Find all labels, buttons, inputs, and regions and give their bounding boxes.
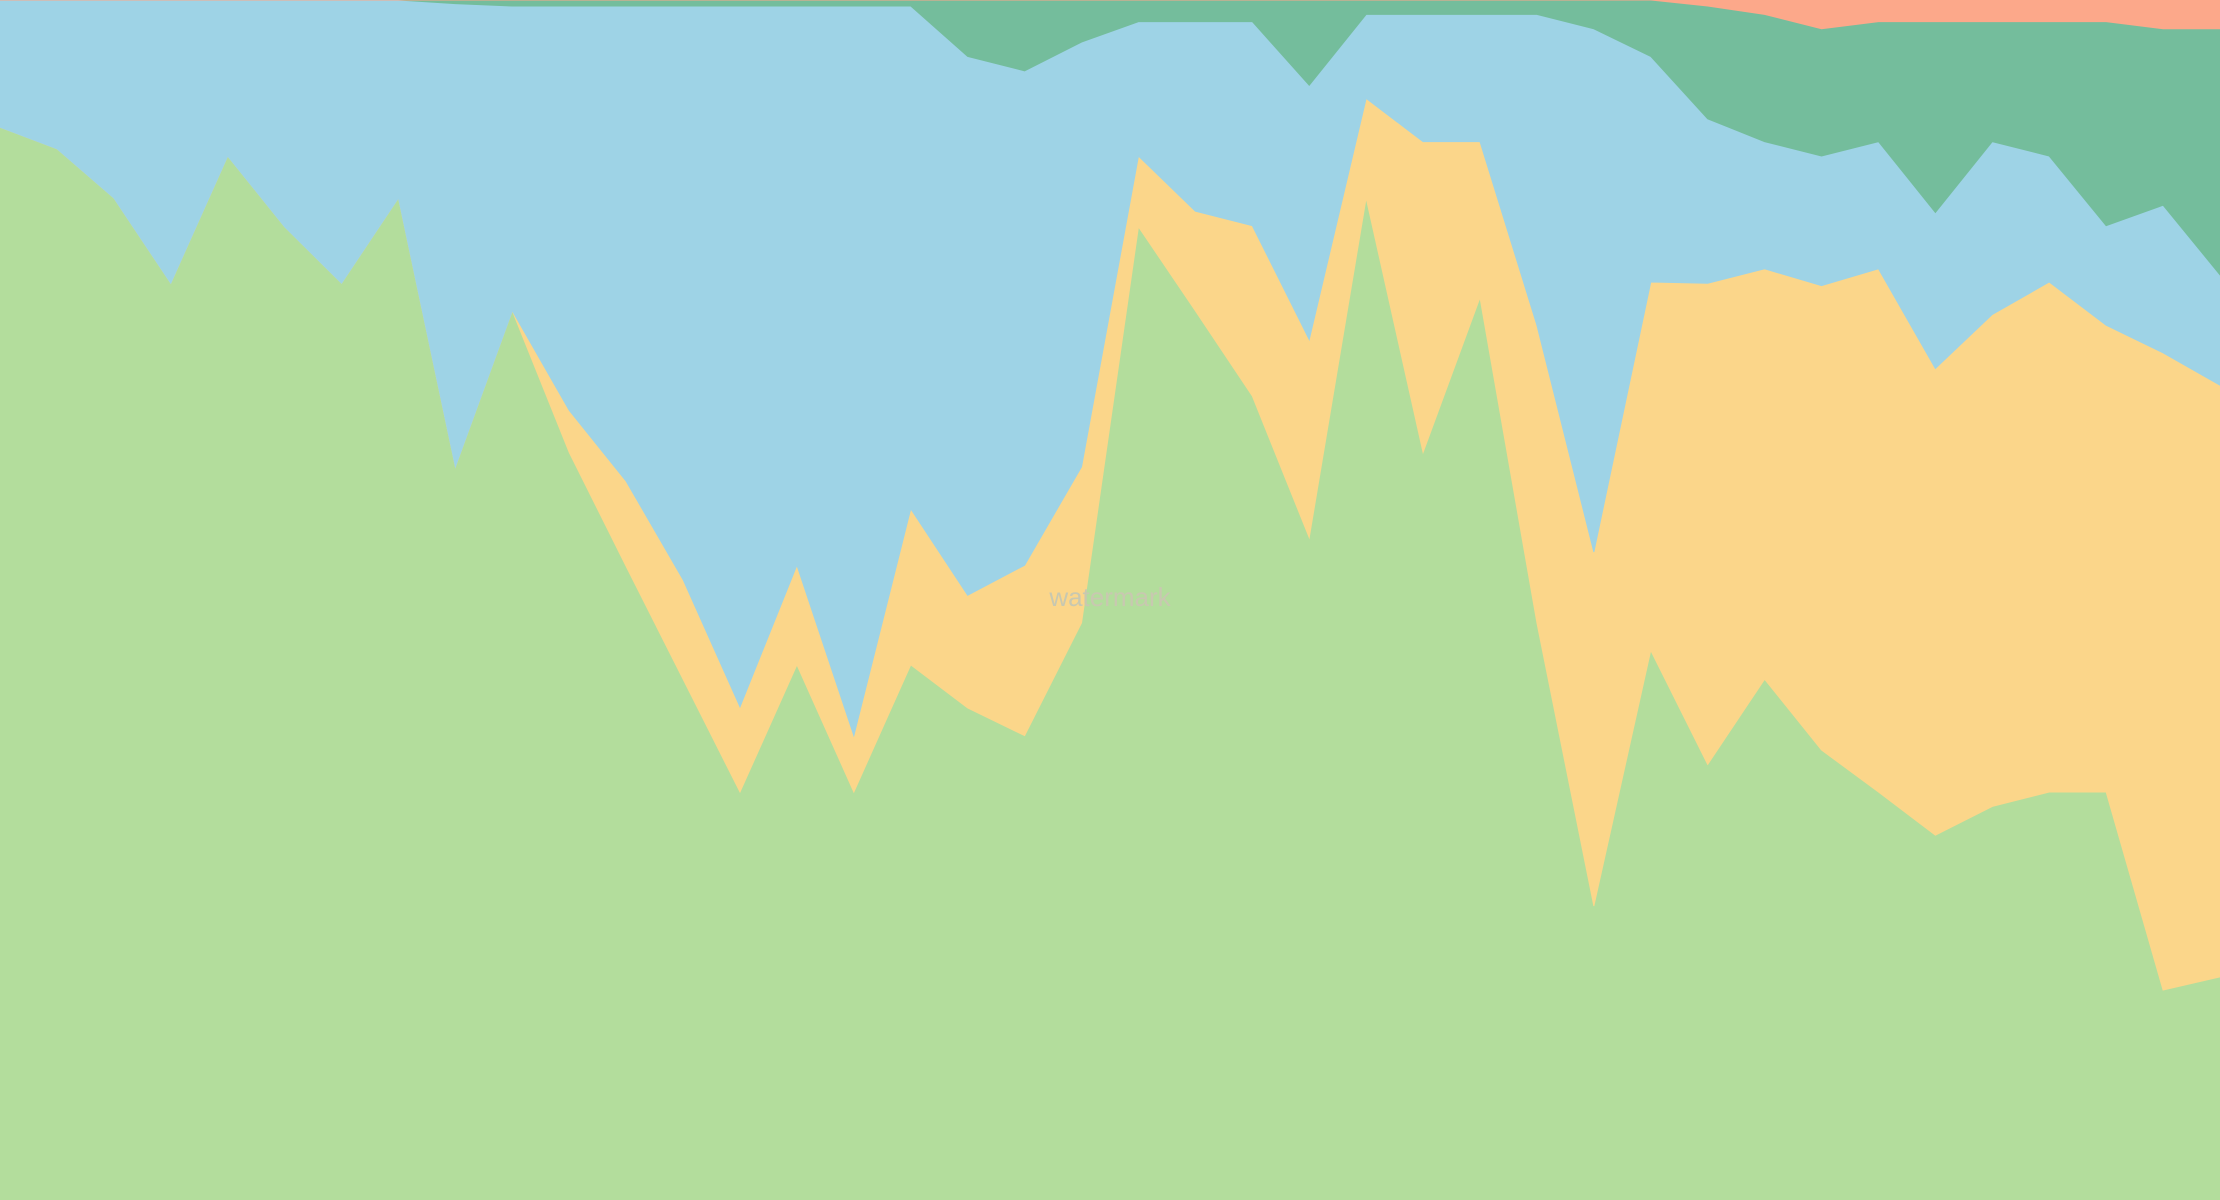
area	[0, 0, 2220, 30]
watermark: watermark	[1048, 582, 1171, 612]
area	[0, 0, 2220, 276]
